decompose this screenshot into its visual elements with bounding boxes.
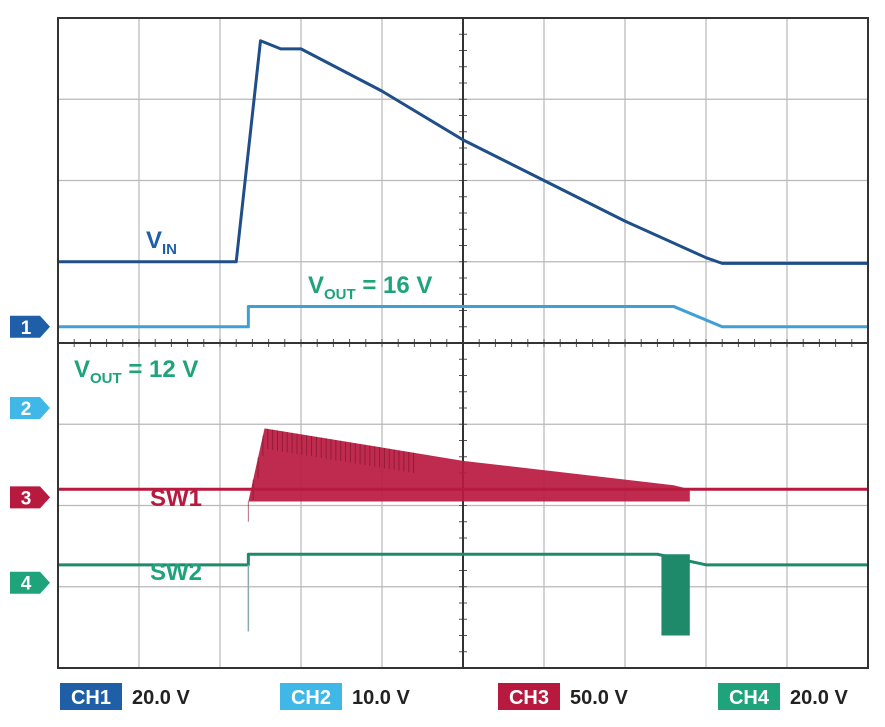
plot-frame	[57, 17, 869, 669]
channel-name: CH3	[509, 687, 549, 709]
marker-arrow	[10, 315, 50, 338]
annotation-text: SW1	[150, 485, 202, 512]
annotation-label: SW1	[150, 485, 202, 512]
marker-arrow	[10, 397, 50, 419]
channel-badge	[280, 683, 342, 710]
vout-trace	[58, 304, 868, 329]
sw2-trace	[58, 552, 868, 567]
channel-marker-2: 2	[10, 397, 50, 420]
annotation-text: SW2	[150, 559, 202, 586]
channel-scale-value: 20.0 V	[132, 687, 190, 709]
channel-scale-ch1: CH1 20.0 V	[60, 683, 190, 710]
vin-trace	[58, 39, 868, 265]
marker-label: 2	[21, 399, 32, 420]
channel-scale-value: 10.0 V	[352, 687, 410, 709]
channel-badge	[60, 683, 122, 710]
frame	[57, 17, 869, 669]
annotation-text: V	[74, 356, 90, 383]
annotation-label: VOUT = 16 V	[308, 272, 432, 303]
channel-markers: 1 2 3 4	[10, 315, 50, 595]
annotation-label: VOUT = 12 V	[74, 356, 198, 387]
channel-badge	[718, 683, 780, 710]
marker-label: 4	[21, 574, 32, 595]
sw2-pulse-block	[661, 554, 690, 636]
annotation-label: VIN	[146, 227, 177, 258]
channel-marker-3: 3	[10, 486, 50, 509]
channel-scales: CH1 20.0 V CH2 10.0 V CH3 50.0 V CH4 20.0 V	[60, 683, 848, 710]
channel-name: CH1	[71, 687, 111, 709]
channel-marker-1: 1	[10, 315, 50, 339]
annotation-suffix: = 12 V	[122, 356, 199, 383]
marker-arrow	[10, 486, 50, 509]
annotation-suffix: = 16 V	[356, 272, 433, 299]
channel-scale-ch4: CH4 20.0 V	[718, 683, 848, 710]
annotation-label: SW2	[150, 559, 202, 586]
channel-name: CH2	[291, 687, 331, 709]
channel-name: CH4	[729, 687, 770, 709]
traces	[58, 39, 868, 636]
channel-scale-value: 50.0 V	[570, 687, 628, 709]
annotation-text: V	[146, 227, 162, 254]
channel-badge	[498, 683, 560, 710]
channel-scale-ch2: CH2 10.0 V	[280, 683, 410, 710]
sw1-envelope	[248, 428, 690, 502]
marker-label: 3	[21, 488, 32, 509]
annotation-subscript: OUT	[90, 370, 122, 387]
channel-scale-ch3: CH3 50.0 V	[498, 683, 628, 710]
channel-scale-value: 20.0 V	[790, 687, 848, 709]
marker-label: 1	[21, 318, 32, 339]
channel-marker-4: 4	[10, 571, 50, 595]
annotation-subscript: OUT	[324, 286, 356, 303]
annotation-text: V	[308, 272, 324, 299]
annotation-subscript: IN	[162, 241, 177, 258]
marker-arrow	[10, 571, 50, 594]
